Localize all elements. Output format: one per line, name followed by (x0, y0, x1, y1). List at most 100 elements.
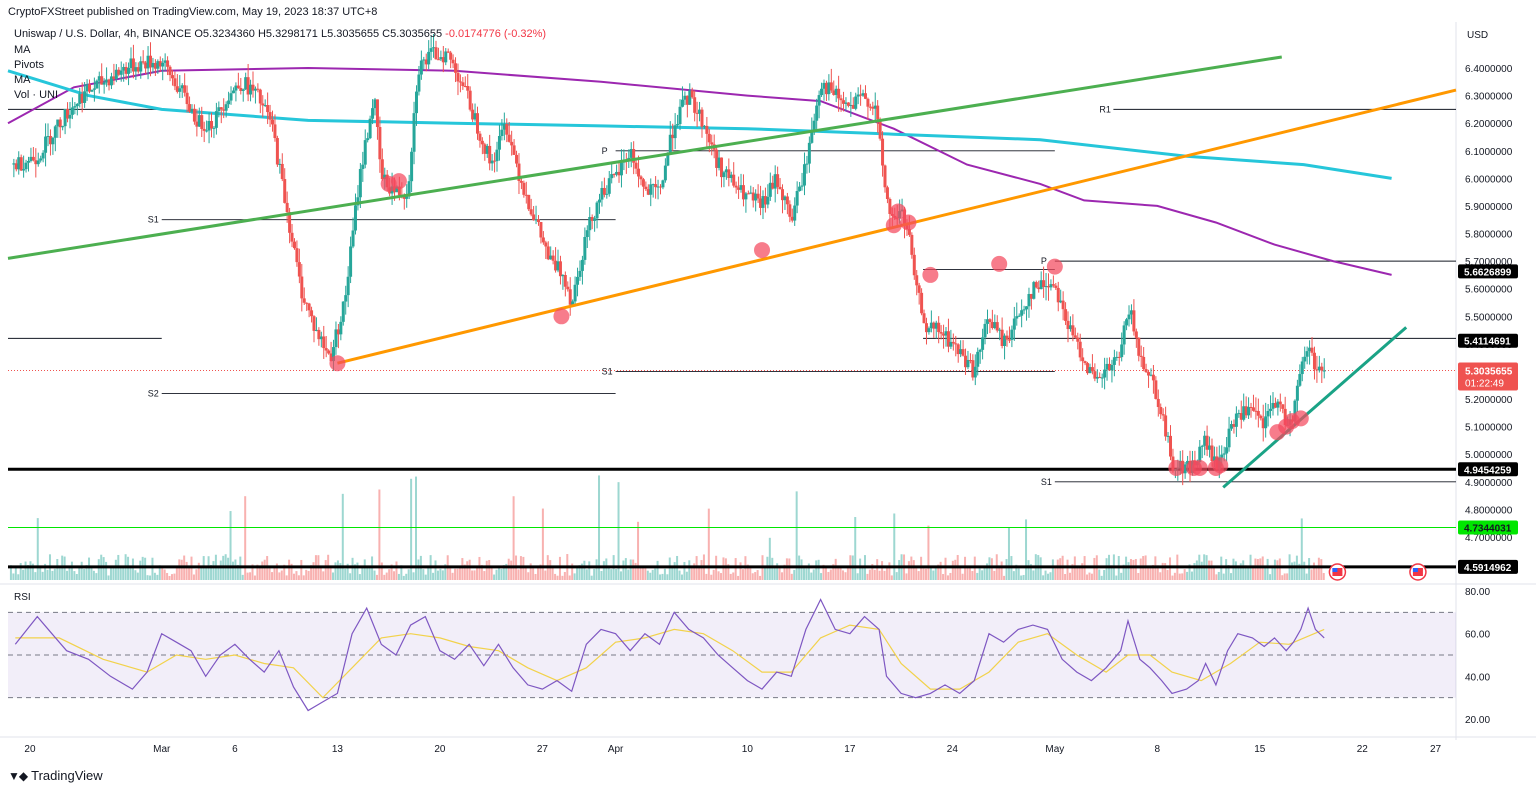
candle-body (461, 82, 465, 86)
candle-body (190, 108, 194, 112)
candle-body (1151, 374, 1155, 381)
volume-bar (1232, 558, 1235, 580)
volume-bar (378, 489, 381, 580)
volume-bar (341, 493, 344, 580)
candle-body (436, 59, 440, 61)
volume-bar (58, 568, 61, 580)
volume-bar (1266, 558, 1269, 580)
candle-body (917, 285, 921, 293)
pivot-label: S1 (148, 215, 159, 225)
volume-bar (605, 558, 608, 580)
volume-bar (102, 557, 105, 580)
candle-body (766, 196, 770, 205)
volume-bar (651, 569, 654, 580)
candle-body (144, 62, 148, 69)
candle-body (558, 261, 562, 277)
candle-body (1093, 371, 1097, 379)
candle-body (234, 85, 238, 91)
candle-body (590, 217, 594, 221)
candle-body (44, 136, 48, 153)
candle-body (595, 202, 599, 219)
legend-indicator-ma-1[interactable]: MA (14, 44, 31, 56)
volume-bar (634, 562, 637, 580)
candle-body (768, 182, 772, 197)
candle-body (490, 160, 494, 164)
candle-body (759, 198, 763, 208)
candle-body (31, 156, 35, 161)
volume-bar (673, 562, 676, 580)
candle-body (873, 105, 877, 109)
candle-body (407, 181, 411, 197)
price-tick-label: 6.3000000 (1465, 92, 1513, 103)
volume-bar (471, 570, 474, 580)
legend-ohlc: O5.3234360 H5.3298171 L5.3035655 C5.3035… (194, 28, 443, 40)
tradingview-logo[interactable]: ▼◆ TradingView (8, 768, 103, 783)
time-tick-label: 6 (232, 744, 238, 755)
candle-body (466, 86, 470, 91)
candle-body (544, 242, 548, 247)
volume-bar (441, 570, 444, 580)
volume-bar (595, 559, 598, 580)
candle-body (1095, 376, 1099, 379)
volume-bar (53, 568, 56, 580)
volume-bar (927, 525, 930, 580)
price-label-box (1458, 333, 1518, 348)
pivot-label: P (602, 146, 608, 156)
legend-indicator-ma-2[interactable]: MA (14, 74, 31, 86)
volume-bar (1171, 575, 1174, 580)
candle-body (666, 152, 670, 166)
volume-bar (476, 566, 479, 580)
candle-body (1256, 410, 1260, 416)
volume-bar (610, 569, 613, 580)
volume-bar (580, 563, 583, 580)
us-event-flag-icon[interactable] (1409, 563, 1427, 581)
volume-bar (1129, 558, 1132, 580)
volume-bar (280, 570, 283, 580)
time-tick-label: Apr (608, 744, 624, 755)
legend-indicator-pivots[interactable]: Pivots (14, 59, 44, 71)
candle-body (205, 130, 209, 132)
candle-body (1210, 445, 1214, 462)
legend-symbol[interactable]: Uniswap / U.S. Dollar, 4h, BINANCE (14, 28, 192, 40)
volume-bar (1188, 564, 1191, 580)
candle-body (619, 162, 623, 176)
legend-indicator-volume[interactable]: Vol · UNI (14, 89, 59, 101)
volume-bar (712, 569, 715, 580)
volume-bar (497, 566, 500, 580)
candle-body (573, 284, 577, 302)
candle-body (1005, 335, 1009, 340)
volume-bar (92, 570, 95, 580)
price-tick-label: 5.6000000 (1465, 285, 1513, 296)
published-header: CryptoFXStreet published on TradingView.… (8, 6, 378, 18)
pivot-label: S1 (1041, 477, 1052, 487)
candle-body (351, 230, 355, 247)
volume-bar (861, 565, 864, 580)
volume-bar (829, 569, 832, 580)
candle-body (163, 60, 167, 63)
volume-bar (109, 568, 112, 580)
volume-bar (1039, 557, 1042, 580)
volume-bar (727, 564, 730, 580)
candle-body (1000, 329, 1004, 346)
volume-bar (934, 565, 937, 580)
candle-body (505, 123, 509, 135)
candle-body (1064, 309, 1068, 321)
volume-bar (153, 572, 156, 580)
candle-body (781, 189, 785, 201)
candle-body (817, 95, 821, 106)
candle-body (1007, 339, 1011, 341)
candle-body (26, 160, 30, 163)
us-event-flag-icon[interactable] (1328, 563, 1347, 581)
candle-body (268, 112, 272, 120)
candle-body (746, 193, 750, 195)
candle-body (197, 115, 201, 127)
volume-bar (495, 569, 498, 580)
candle-body (654, 184, 658, 188)
candle-body (473, 113, 477, 120)
candle-body (107, 79, 111, 86)
volume-bar (1227, 565, 1230, 580)
candle-body (1315, 369, 1319, 371)
volume-bar (656, 560, 659, 580)
volume-bar (527, 572, 530, 580)
volume-bar (1003, 575, 1006, 580)
